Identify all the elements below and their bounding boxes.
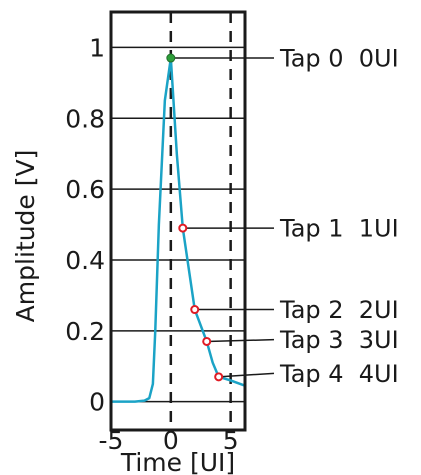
y-axis-label: Amplitude [V] bbox=[11, 150, 40, 323]
grid-layer bbox=[111, 46, 245, 403]
series-line-0 bbox=[111, 56, 246, 403]
tap-label-1: Tap 1 1UI bbox=[279, 215, 399, 243]
x-tick-label--5: -5 bbox=[99, 426, 124, 455]
tap-leader-3 bbox=[206, 338, 275, 343]
tap-label-4: Tap 4 4UI bbox=[279, 360, 399, 388]
dashed-lines bbox=[169, 12, 232, 430]
y-tick-label-0.2: 0.2 bbox=[65, 317, 105, 346]
tap-marker-3 bbox=[202, 336, 212, 346]
y-tick-label-0.4: 0.4 bbox=[65, 246, 105, 275]
y-tick-label-0.8: 0.8 bbox=[65, 104, 105, 133]
tap-label-3: Tap 3 3UI bbox=[279, 326, 399, 354]
tap-marker-0 bbox=[166, 53, 176, 63]
y-tick-label-1: 1 bbox=[89, 33, 105, 62]
tap-marker-4 bbox=[214, 372, 224, 382]
tap-marker-2 bbox=[190, 305, 200, 315]
series-layer bbox=[111, 56, 246, 403]
plot-frame bbox=[109, 10, 247, 432]
y-tick-label-0.6: 0.6 bbox=[65, 175, 105, 204]
x-tick-label-5: 5 bbox=[223, 426, 239, 455]
tap-marker-1 bbox=[178, 223, 188, 233]
tap-label-0: Tap 0 0UI bbox=[279, 45, 399, 73]
x-axis-label: Time [UI] bbox=[120, 448, 235, 475]
tap-label-2: Tap 2 2UI bbox=[279, 296, 399, 324]
tap-markers bbox=[166, 53, 224, 382]
y-tick-label-0: 0 bbox=[89, 388, 105, 417]
x-tick-labels: -5 0 5 bbox=[99, 426, 239, 455]
y-tick-labels: 0 0.2 0.4 0.6 0.8 1 bbox=[65, 33, 105, 416]
x-tick-label-0: 0 bbox=[163, 426, 179, 455]
tap-leaders bbox=[170, 57, 275, 378]
